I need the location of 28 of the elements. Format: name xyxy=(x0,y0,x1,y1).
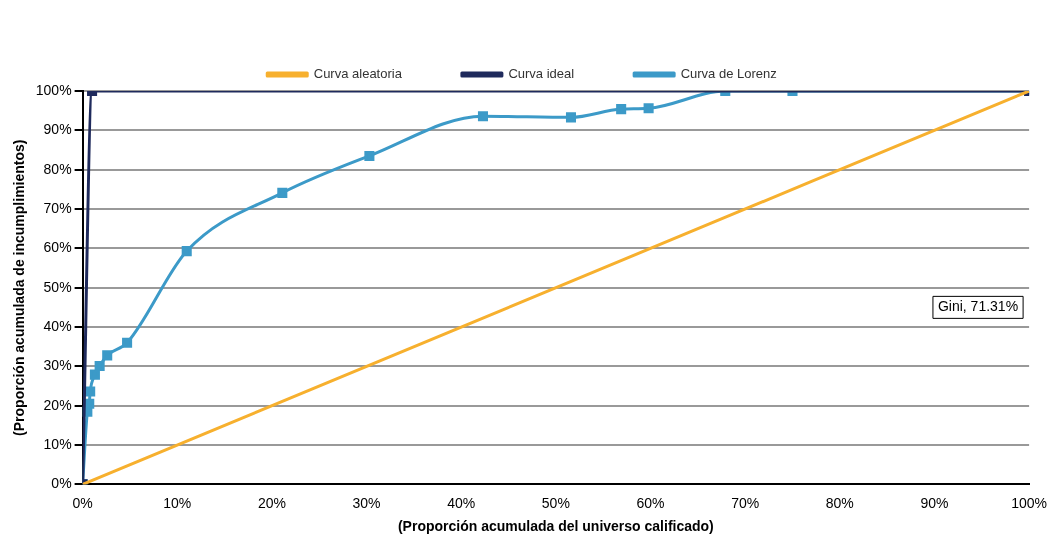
legend-label: Curva ideal xyxy=(508,66,575,82)
x-tick-label: 60% xyxy=(636,494,665,511)
x-tick-label: 80% xyxy=(825,494,854,511)
x-tick-label: 20% xyxy=(257,494,286,511)
y-tick-label: 10% xyxy=(43,435,72,452)
x-tick-label: 10% xyxy=(163,494,192,511)
annotation: Gini, 71.31% xyxy=(937,298,1019,315)
x-tick-label: 90% xyxy=(920,494,949,511)
y-tick-label: 30% xyxy=(43,357,72,374)
y-tick-label: 0% xyxy=(51,475,72,492)
x-tick-label: 0% xyxy=(72,494,93,511)
y-tick-label: 80% xyxy=(43,160,72,177)
x-axis-title: (Proporción acumulada del universo calificado) xyxy=(397,518,714,535)
x-tick-label: 50% xyxy=(541,494,570,511)
x-tick-label: 70% xyxy=(731,494,760,511)
y-tick-label: 60% xyxy=(43,239,72,256)
x-tick-label: 40% xyxy=(447,494,476,511)
y-tick-label: 50% xyxy=(43,278,72,295)
x-tick-label: 30% xyxy=(352,494,381,511)
y-tick-label: 20% xyxy=(43,396,72,413)
y-tick-label: 70% xyxy=(43,199,72,216)
legend-label: Curva de Lorenz xyxy=(680,66,777,82)
y-tick-label: 90% xyxy=(43,121,72,138)
y-tick-label: 40% xyxy=(43,317,72,334)
y-tick-label: 100% xyxy=(35,81,72,98)
x-tick-label: 100% xyxy=(1011,494,1047,511)
y-axis-title: (Proporción acumulada de incumplimientos) xyxy=(11,139,28,436)
legend-label: Curva aleatoria xyxy=(313,66,403,82)
